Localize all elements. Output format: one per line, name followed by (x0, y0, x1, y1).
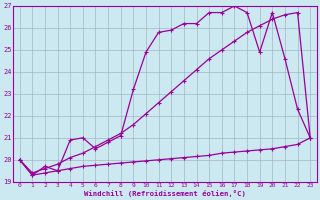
X-axis label: Windchill (Refroidissement éolien,°C): Windchill (Refroidissement éolien,°C) (84, 190, 246, 197)
